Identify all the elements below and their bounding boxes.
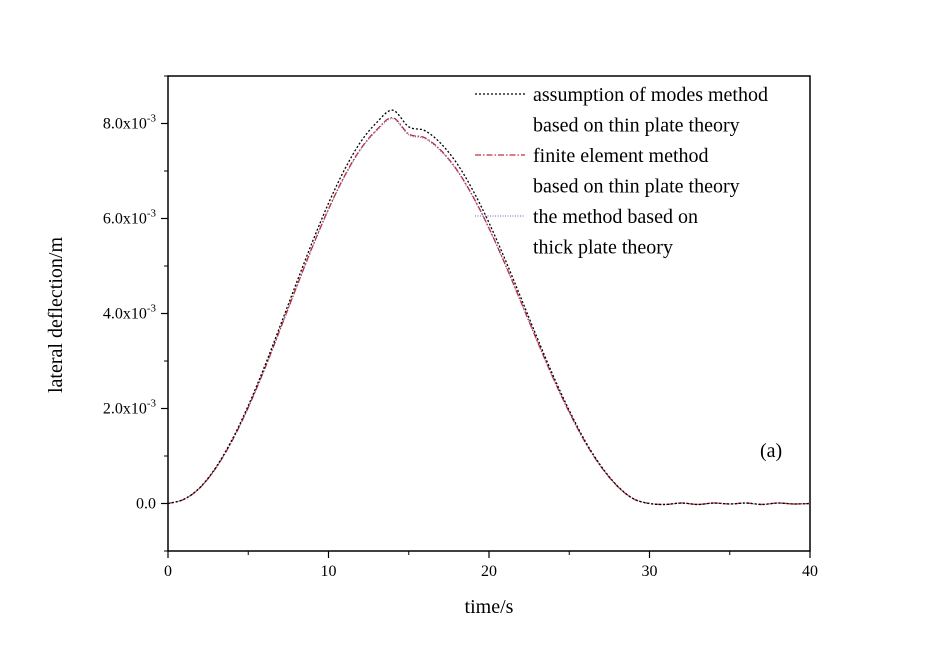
panel-label: (a) (760, 440, 782, 462)
legend: assumption of modes method based on thin … (475, 84, 768, 259)
legend-label-2-2: based on thin plate theory (533, 176, 740, 198)
series-line-2 (167, 116, 811, 506)
y-tick-label: 0.0 (136, 496, 156, 513)
x-tick-label: 20 (481, 563, 497, 580)
x-tick-label: 10 (321, 563, 337, 580)
y-tick-label: 6.0x10-3 (103, 208, 157, 228)
x-axis-title: time/s (465, 596, 514, 618)
series-layer (167, 109, 811, 506)
y-axis: 0.0 2.0x10-3 4.0x10-3 6.0x10-3 8.0x10-3 (103, 75, 168, 552)
y-tick-label: 8.0x10-3 (103, 113, 157, 133)
plot-frame (167, 75, 811, 552)
y-axis-title: lateral deflection/m (45, 237, 67, 393)
legend-label-3-2: thick plate theory (533, 237, 673, 259)
y-tick-label: 2.0x10-3 (103, 398, 157, 418)
x-tick-label: 30 (642, 563, 658, 580)
legend-label-3-1: the method based on (533, 206, 698, 228)
x-tick-label: 40 (802, 563, 818, 580)
series-line-1 (167, 109, 811, 506)
x-tick-label: 0 (164, 563, 172, 580)
legend-label-1-2: based on thin plate theory (533, 115, 740, 137)
plot-area (167, 75, 811, 552)
legend-label-1-1: assumption of modes method (533, 84, 768, 106)
x-axis: 0 10 20 30 40 (164, 551, 818, 580)
y-tick-label: 4.0x10-3 (103, 303, 157, 323)
legend-label-2-1: finite element method (533, 145, 709, 167)
